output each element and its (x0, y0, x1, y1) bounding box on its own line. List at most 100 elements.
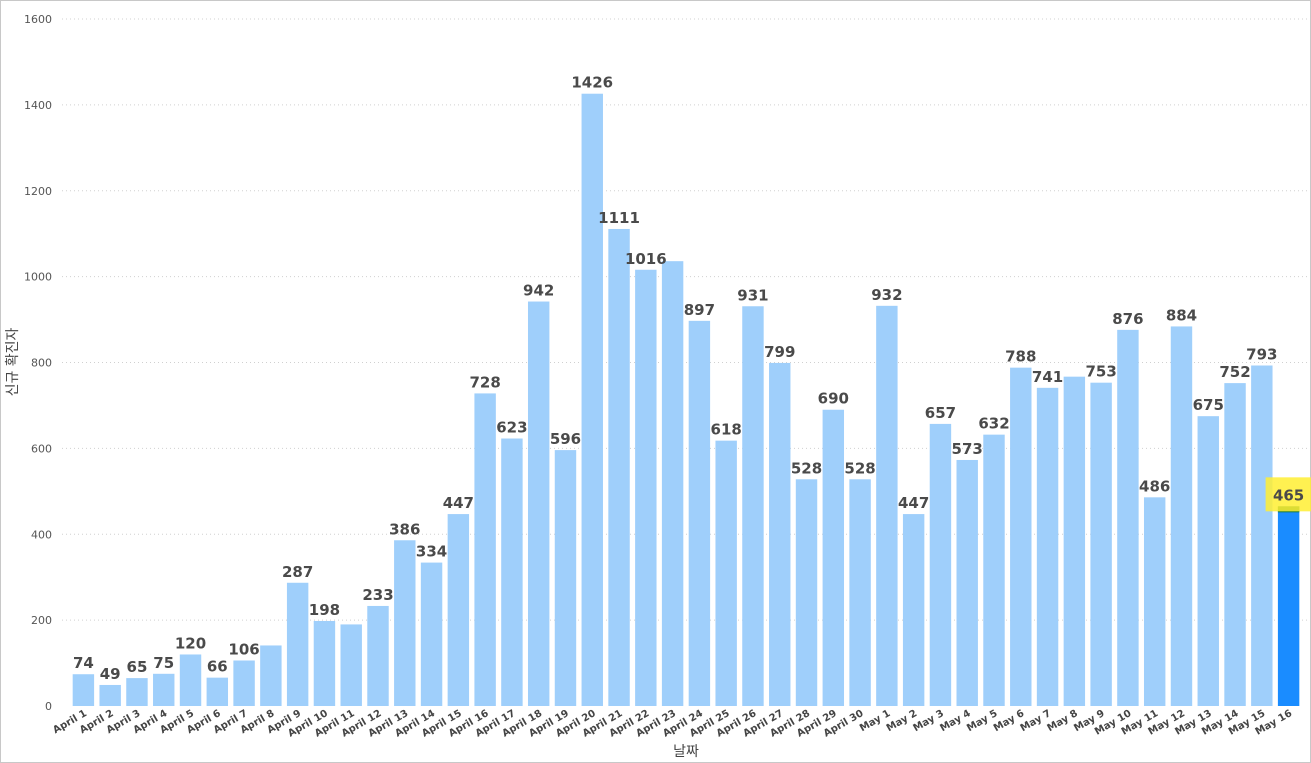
data-label: 623 (496, 418, 527, 436)
bar[interactable] (795, 479, 818, 706)
bar[interactable] (99, 684, 121, 706)
data-label: 74 (73, 654, 94, 672)
bar[interactable] (1117, 329, 1139, 706)
data-label: 618 (711, 421, 742, 439)
bar[interactable] (233, 660, 255, 706)
bar[interactable] (688, 320, 711, 706)
bar[interactable] (126, 678, 148, 706)
data-label: 1016 (625, 250, 667, 268)
x-axis-title: 날짜 (673, 744, 699, 760)
bar[interactable] (1010, 367, 1032, 706)
data-label: 447 (443, 494, 474, 512)
bar[interactable] (1090, 382, 1112, 706)
data-label: 932 (871, 286, 902, 304)
data-label: 49 (100, 665, 121, 683)
bar[interactable] (581, 93, 603, 707)
bar[interactable] (635, 269, 657, 706)
y-tick-label: 800 (31, 357, 52, 370)
data-label: 728 (469, 373, 500, 391)
data-label: 75 (153, 654, 174, 672)
y-tick-label: 0 (45, 700, 52, 713)
data-label: 793 (1246, 346, 1277, 364)
bar[interactable] (1036, 387, 1059, 706)
data-label: 486 (1139, 477, 1170, 495)
bar[interactable] (260, 645, 282, 706)
data-label: 897 (684, 301, 715, 319)
data-label: 66 (207, 658, 228, 676)
bar[interactable] (769, 362, 791, 706)
data-label: 1426 (571, 74, 613, 92)
bar[interactable] (340, 624, 362, 706)
bar[interactable] (1170, 326, 1193, 706)
data-label: 1111 (598, 209, 640, 227)
data-label: 657 (925, 404, 956, 422)
y-axis: 0 200 400 600 800 1000 1200 1400 1600 (24, 13, 52, 713)
data-label: 573 (952, 440, 983, 458)
bar[interactable] (367, 605, 389, 706)
y-tick-label: 400 (31, 528, 52, 541)
y-tick-label: 1400 (24, 99, 52, 112)
data-label: 632 (978, 415, 1009, 433)
bar[interactable] (822, 409, 845, 706)
bar[interactable] (1251, 365, 1273, 706)
bar[interactable] (715, 440, 737, 706)
data-label: 690 (818, 390, 849, 408)
data-label: 287 (282, 563, 313, 581)
bar[interactable] (742, 306, 764, 706)
data-label: 120 (175, 634, 206, 652)
y-tick-label: 1600 (24, 13, 52, 26)
bar[interactable] (983, 434, 1005, 706)
data-label: 884 (1166, 306, 1197, 324)
data-label: 788 (1005, 348, 1036, 366)
bar[interactable] (1224, 383, 1246, 706)
bar[interactable] (206, 677, 229, 706)
bar[interactable] (554, 450, 577, 706)
y-tick-label: 200 (31, 614, 52, 627)
highlight-label-bg (1265, 477, 1311, 512)
data-label: 233 (362, 586, 393, 604)
data-label: 753 (1085, 363, 1116, 381)
data-label: 106 (228, 640, 259, 658)
bar[interactable] (447, 514, 470, 706)
data-label: 528 (791, 459, 822, 477)
bar[interactable] (849, 479, 871, 706)
bar[interactable] (1197, 416, 1219, 706)
bar[interactable] (153, 673, 175, 706)
bar[interactable] (286, 582, 309, 706)
data-label: 596 (550, 430, 581, 448)
bar[interactable] (902, 514, 925, 706)
bar[interactable] (956, 459, 978, 706)
data-label: 741 (1032, 368, 1063, 386)
data-label: 465 (1273, 486, 1304, 504)
bar[interactable] (501, 438, 523, 706)
y-tick-label: 600 (31, 442, 52, 455)
bar[interactable] (876, 305, 898, 706)
y-tick-label: 1200 (24, 185, 52, 198)
data-label: 931 (737, 286, 768, 304)
bar[interactable] (1143, 497, 1166, 706)
bar[interactable] (394, 540, 416, 706)
data-label: 942 (523, 282, 554, 300)
data-label: 799 (764, 343, 795, 361)
bar[interactable] (661, 261, 684, 706)
data-label: 447 (898, 494, 929, 512)
bar[interactable] (929, 423, 952, 706)
data-label: 528 (844, 459, 875, 477)
bar[interactable] (1277, 506, 1300, 706)
bar[interactable] (179, 654, 202, 706)
bar[interactable] (527, 301, 550, 706)
bar[interactable] (608, 228, 630, 707)
bar[interactable] (72, 674, 95, 706)
y-axis-title: 신규 확진자 (5, 327, 21, 396)
data-label: 752 (1219, 363, 1250, 381)
y-tick-label: 1000 (24, 271, 52, 284)
bar[interactable] (474, 393, 496, 706)
bar[interactable] (313, 620, 336, 706)
bars[interactable] (72, 93, 1300, 707)
bar[interactable] (1063, 376, 1086, 706)
bar[interactable] (420, 562, 443, 706)
data-label: 876 (1112, 310, 1143, 328)
